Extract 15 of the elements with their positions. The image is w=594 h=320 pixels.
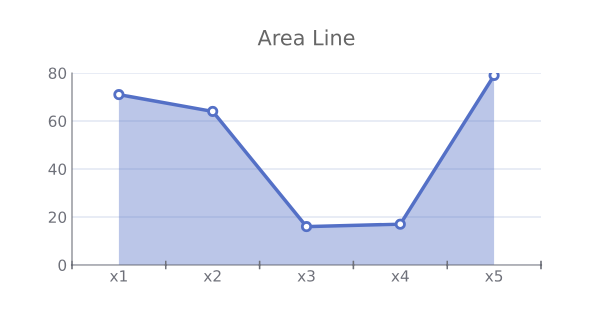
point — [207, 106, 218, 117]
x-tick-label: x4 — [391, 270, 409, 282]
y-tick-label: 80 — [48, 67, 66, 80]
x-tick-label: x2 — [204, 270, 221, 282]
y-tick-label: 40 — [48, 163, 66, 176]
point — [113, 89, 124, 100]
x-tick-label: x1 — [110, 270, 127, 282]
y-tick-label: 20 — [48, 211, 66, 224]
x-tick-label: x3 — [298, 270, 315, 282]
x-tick-label: x5 — [485, 270, 502, 282]
point — [394, 218, 406, 230]
y-tick-label: 0 — [58, 259, 66, 272]
chart-title: Area Line — [258, 29, 354, 46]
point — [300, 221, 312, 232]
y-tick-label: 60 — [48, 115, 66, 128]
